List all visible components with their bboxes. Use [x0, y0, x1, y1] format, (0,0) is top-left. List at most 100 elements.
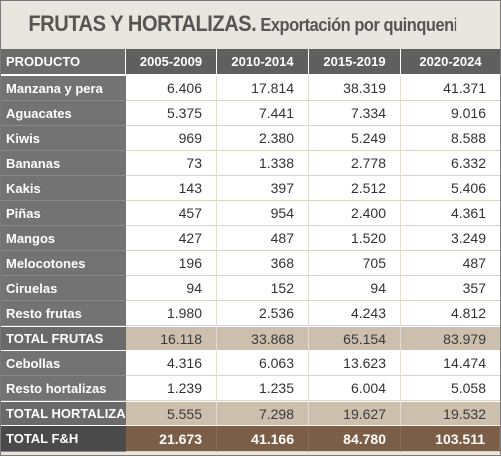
cell-value: 7.334 — [309, 101, 401, 126]
cell-value: 196 — [126, 251, 217, 276]
cell-value: 2.512 — [309, 176, 401, 201]
cell-value: 7.441 — [217, 101, 309, 126]
cell-value: 5.058 — [401, 376, 500, 401]
cell-value: 1.235 — [217, 376, 309, 401]
cell-value: 4.361 — [401, 201, 500, 226]
row-label: TOTAL F&H — [1, 426, 126, 452]
cell-value: 2.778 — [309, 151, 401, 176]
table-row: Aguacates 5.375 7.441 7.334 9.016 — [1, 101, 500, 126]
cell-value: 6.332 — [401, 151, 500, 176]
cell-value: 5.406 — [401, 176, 500, 201]
title-main: FRUTAS Y HORTALIZAS. — [28, 11, 257, 36]
cell-value: 427 — [126, 226, 217, 251]
row-label: Manzana y pera — [1, 76, 126, 101]
row-label: Melocotones — [1, 251, 126, 276]
row-label: Kiwis — [1, 126, 126, 151]
cell-value: 13.623 — [309, 351, 401, 376]
row-label: Kakis — [1, 176, 126, 201]
row-label: Ciruelas — [1, 276, 126, 301]
row-label: Mangos — [1, 226, 126, 251]
table-body: Manzana y pera 6.406 17.814 38.319 41.371 Agu… — [1, 76, 500, 452]
header-period-4: 2020-2024 — [401, 49, 500, 76]
table-row: Melocotones 196 368 705 487 — [1, 251, 500, 276]
cell-value: 94 — [126, 276, 217, 301]
row-label: Bananas — [1, 151, 126, 176]
table-row: Ciruelas 94 152 94 357 — [1, 276, 500, 301]
table-row: Manzana y pera 6.406 17.814 38.319 41.371 — [1, 76, 500, 101]
cell-value: 487 — [401, 251, 500, 276]
cell-value: 397 — [217, 176, 309, 201]
table-row: Mangos 427 487 1.520 3.249 — [1, 226, 500, 251]
cell-value: 6.063 — [217, 351, 309, 376]
cell-value: 2.536 — [217, 301, 309, 326]
cell-value: 19.627 — [309, 401, 401, 426]
cell-value: 33.868 — [217, 326, 309, 351]
table-row: Piñas 457 954 2.400 4.361 — [1, 201, 500, 226]
table-row: Resto hortalizas 1.239 1.235 6.004 5.058 — [1, 376, 500, 401]
cell-value: 1.520 — [309, 226, 401, 251]
cell-value: 94 — [309, 276, 401, 301]
header-row: PRODUCTO 2005-2009 2010-2014 2015-2019 2… — [1, 49, 500, 76]
cell-value: 152 — [217, 276, 309, 301]
cell-value: 5.555 — [126, 401, 217, 426]
cell-value: 6.004 — [309, 376, 401, 401]
cell-value: 8.588 — [401, 126, 500, 151]
cell-value: 38.319 — [309, 76, 401, 101]
cell-value: 1.338 — [217, 151, 309, 176]
cell-value: 368 — [217, 251, 309, 276]
subtotal-row: TOTAL HORTALIZAS 5.555 7.298 19.627 19.532 — [1, 401, 500, 426]
grand-total-row: TOTAL F&H 21.673 41.166 84.780 103.511 — [1, 426, 500, 452]
cell-value: 4.316 — [126, 351, 217, 376]
header-product: PRODUCTO — [1, 49, 126, 76]
cell-value: 4.243 — [309, 301, 401, 326]
cell-value: 73 — [126, 151, 217, 176]
title-subtitle: Exportación por quinquenios (t) — [260, 15, 456, 35]
cell-value: 84.780 — [309, 426, 401, 452]
table-row: Kakis 143 397 2.512 5.406 — [1, 176, 500, 201]
cell-value: 19.532 — [401, 401, 500, 426]
cell-value: 954 — [217, 201, 309, 226]
export-table: PRODUCTO 2005-2009 2010-2014 2015-2019 2… — [1, 49, 500, 452]
row-label: TOTAL FRUTAS — [1, 326, 126, 351]
cell-value: 143 — [126, 176, 217, 201]
cell-value: 9.016 — [401, 101, 500, 126]
cell-value: 3.249 — [401, 226, 500, 251]
cell-value: 21.673 — [126, 426, 217, 452]
cell-value: 103.511 — [401, 426, 500, 452]
row-label: Resto frutas — [1, 301, 126, 326]
cell-value: 5.249 — [309, 126, 401, 151]
cell-value: 5.375 — [126, 101, 217, 126]
table-row: Bananas 73 1.338 2.778 6.332 — [1, 151, 500, 176]
cell-value: 357 — [401, 276, 500, 301]
cell-value: 969 — [126, 126, 217, 151]
row-label: TOTAL HORTALIZAS — [1, 401, 126, 426]
cell-value: 14.474 — [401, 351, 500, 376]
cell-value: 2.400 — [309, 201, 401, 226]
cell-value: 17.814 — [217, 76, 309, 101]
cell-value: 6.406 — [126, 76, 217, 101]
cell-value: 1.239 — [126, 376, 217, 401]
cell-value: 7.298 — [217, 401, 309, 426]
table-row: Cebollas 4.316 6.063 13.623 14.474 — [1, 351, 500, 376]
cell-value: 41.166 — [217, 426, 309, 452]
row-label: Cebollas — [1, 351, 126, 376]
table-row: Kiwis 969 2.380 5.249 8.588 — [1, 126, 500, 151]
cell-value: 2.380 — [217, 126, 309, 151]
cell-value: 41.371 — [401, 76, 500, 101]
page-title: FRUTAS Y HORTALIZAS. Exportación por qui… — [1, 1, 456, 47]
row-label: Piñas — [1, 201, 126, 226]
cell-value: 487 — [217, 226, 309, 251]
cell-value: 83.979 — [401, 326, 500, 351]
table-row: Resto frutas 1.980 2.536 4.243 4.812 — [1, 301, 500, 326]
header-period-2: 2010-2014 — [217, 49, 309, 76]
subtotal-row: TOTAL FRUTAS 16.118 33.868 65.154 83.979 — [1, 326, 500, 351]
row-label: Resto hortalizas — [1, 376, 126, 401]
cell-value: 16.118 — [126, 326, 217, 351]
cell-value: 65.154 — [309, 326, 401, 351]
row-label: Aguacates — [1, 101, 126, 126]
header-period-1: 2005-2009 — [126, 49, 217, 76]
cell-value: 1.980 — [126, 301, 217, 326]
cell-value: 705 — [309, 251, 401, 276]
cell-value: 4.812 — [401, 301, 500, 326]
